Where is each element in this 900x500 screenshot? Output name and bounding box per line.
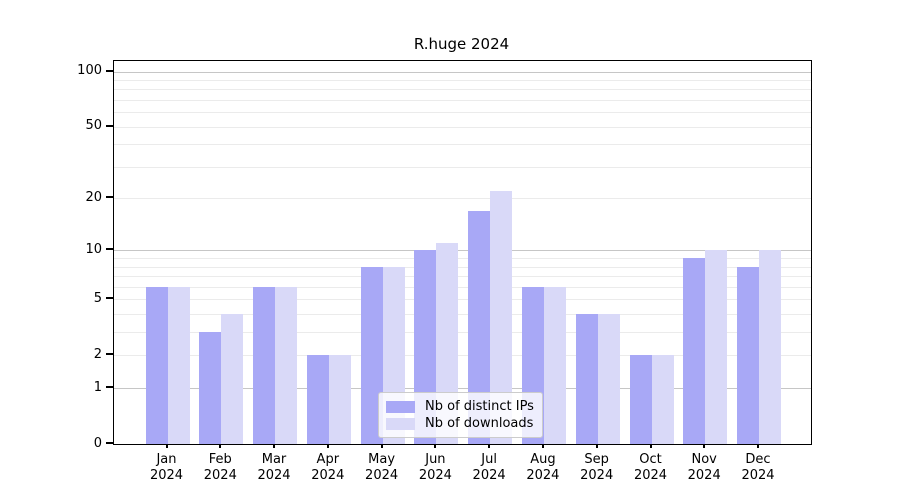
gridline-major-1	[114, 388, 811, 390]
x-tick-label-jun: Jun 2024	[418, 452, 452, 483]
bar-downloads-oct	[651, 355, 674, 444]
x-tick-label-jan: Jan 2024	[149, 452, 184, 483]
bar-downloads-dec	[759, 250, 781, 444]
y-tick-mark-10	[106, 248, 113, 251]
bar-downloads-nov	[705, 250, 728, 444]
y-tick-mark-0	[106, 442, 113, 444]
legend: Nb of distinct IPs Nb of downloads	[378, 392, 543, 438]
bar-distinct-ips-oct	[629, 355, 652, 444]
x-tick-label-apr: Apr 2024	[311, 452, 345, 483]
y-tick-label-0: 0	[93, 435, 102, 451]
bar-downloads-feb	[221, 314, 244, 444]
bar-distinct-ips-mar	[253, 286, 275, 444]
x-tick-label-dec: Dec 2024	[741, 452, 775, 483]
bar-downloads-sep	[597, 314, 620, 444]
y-tick-mark-100	[106, 69, 113, 72]
x-tick-mark-feb	[219, 444, 222, 448]
x-tick-label-nov: Nov 2024	[687, 452, 721, 483]
gridline-minor-50	[114, 126, 811, 128]
x-tick-mark-may	[380, 444, 383, 448]
bar-distinct-ips-jan	[145, 286, 168, 444]
x-tick-mark-apr	[326, 444, 329, 448]
bar-distinct-ips-dec	[737, 266, 759, 444]
bar-distinct-ips-feb	[199, 332, 222, 444]
y-tick-mark-2	[106, 353, 113, 356]
gridline-minor-8	[114, 266, 811, 268]
x-tick-mark-jun	[434, 444, 437, 448]
x-tick-label-oct: Oct 2024	[633, 452, 668, 483]
x-tick-mark-dec	[757, 444, 759, 448]
y-tick-mark-50	[106, 124, 113, 127]
legend-entry-downloads: Nb of downloads	[386, 415, 535, 432]
y-tick-label-2: 2	[93, 346, 102, 362]
y-tick-label-50: 50	[85, 118, 102, 134]
y-tick-mark-20	[106, 196, 113, 199]
gridline-minor-60	[114, 112, 811, 114]
gridline-minor-7	[114, 276, 811, 278]
x-tick-mark-nov	[703, 444, 706, 448]
x-tick-mark-jan	[165, 444, 168, 448]
x-tick-mark-sep	[595, 444, 598, 448]
legend-entry-distinct-ips: Nb of distinct IPs	[386, 398, 535, 415]
bar-downloads-jan	[167, 286, 190, 444]
bar-distinct-ips-nov	[683, 258, 706, 444]
bar-distinct-ips-apr	[306, 355, 329, 444]
y-tick-mark-1	[106, 386, 113, 389]
legend-swatch-distinct-ips	[386, 400, 415, 413]
chart-title: R.huge 2024	[413, 35, 510, 53]
gridline-minor-40	[114, 144, 811, 146]
legend-swatch-downloads	[386, 417, 415, 430]
bar-downloads-mar	[275, 286, 297, 444]
gridline-minor-80	[114, 89, 811, 91]
bar-downloads-apr	[328, 355, 351, 444]
bar-downloads-aug	[543, 286, 566, 444]
gridline-minor-30	[114, 166, 811, 168]
y-tick-label-10: 10	[85, 241, 102, 257]
x-tick-label-may: May 2024	[365, 452, 399, 483]
bar-distinct-ips-jul	[468, 210, 491, 444]
y-tick-label-5: 5	[93, 290, 102, 306]
bar-downloads-jul	[490, 190, 513, 444]
x-tick-label-aug: Aug 2024	[526, 452, 560, 483]
gridline-minor-4	[114, 314, 811, 316]
y-tick-label-1: 1	[93, 379, 102, 395]
bar-distinct-ips-may	[360, 266, 383, 444]
x-tick-label-feb: Feb 2024	[203, 452, 237, 483]
gridline-minor-6	[114, 286, 811, 288]
x-tick-label-sep: Sep 2024	[580, 452, 614, 483]
gridline-minor-5	[114, 299, 811, 301]
x-tick-label-mar: Mar 2024	[257, 452, 291, 483]
x-tick-mark-mar	[273, 444, 275, 448]
gridline-major-10	[114, 250, 811, 252]
plot-area: Nb of distinct IPs Nb of downloads	[113, 60, 812, 445]
x-tick-mark-oct	[649, 444, 652, 448]
gridline-minor-2	[114, 355, 811, 357]
x-tick-label-jul: Jul 2024	[472, 452, 506, 483]
gridline-minor-20	[114, 198, 811, 200]
y-tick-label-100: 100	[77, 63, 102, 78]
gridline-major-100	[114, 71, 811, 73]
x-tick-mark-aug	[541, 444, 544, 448]
y-tick-label-20: 20	[85, 189, 102, 205]
gridline-minor-9	[114, 258, 811, 260]
gridline-minor-70	[114, 99, 811, 101]
y-tick-mark-5	[106, 297, 113, 300]
x-tick-mark-jul	[488, 444, 491, 448]
legend-label-distinct-ips: Nb of distinct IPs	[425, 399, 534, 414]
gridline-minor-90	[114, 79, 811, 81]
gridline-minor-3	[114, 332, 811, 334]
bar-distinct-ips-sep	[575, 314, 598, 444]
legend-label-downloads: Nb of downloads	[425, 416, 534, 431]
